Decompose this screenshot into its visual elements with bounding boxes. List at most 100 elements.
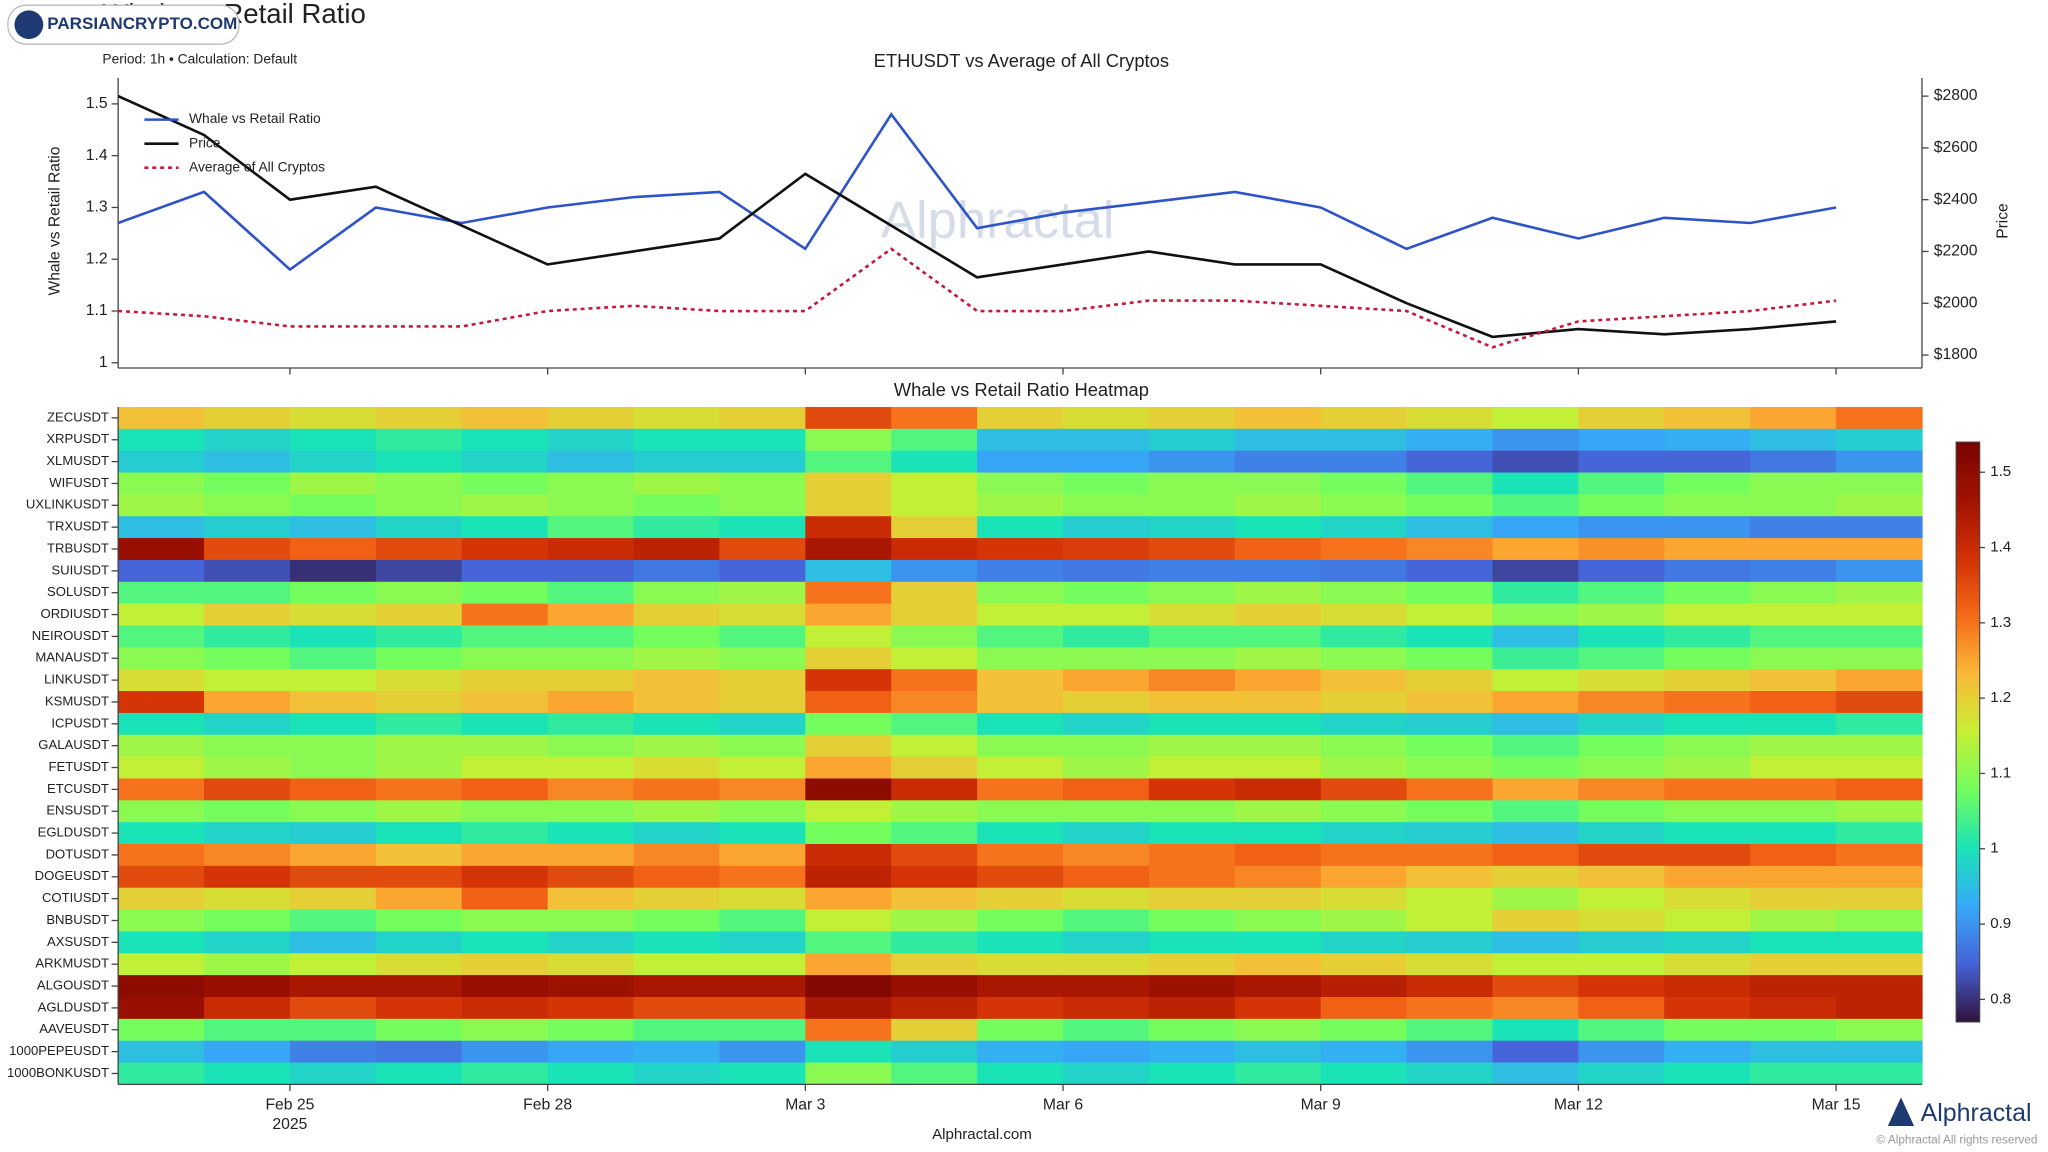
heatmap-cell xyxy=(1836,603,1923,627)
heatmap-cell xyxy=(547,778,635,801)
heatmap-cell xyxy=(1750,450,1837,474)
heatmap-cell xyxy=(1320,691,1408,714)
heatmap-cell xyxy=(1320,931,1408,954)
heatmap-cell xyxy=(633,516,721,539)
heatmap-cell xyxy=(1063,647,1150,670)
heatmap-cell xyxy=(375,734,463,758)
heatmap-cell xyxy=(118,931,205,954)
heatmap-cell xyxy=(1750,581,1837,605)
heatmap-cell xyxy=(805,669,892,692)
heatmap-cell xyxy=(118,734,205,758)
heatmap-cell xyxy=(204,931,291,954)
y-tick-label: 1 xyxy=(99,354,108,371)
heatmap-cell xyxy=(633,712,721,736)
heatmap-cell xyxy=(1234,625,1322,648)
heatmap-cell xyxy=(719,778,806,801)
heatmap-cell xyxy=(375,406,463,430)
heatmap-cell xyxy=(547,472,635,496)
heatmap-cell xyxy=(289,559,377,583)
heatmap-cell xyxy=(719,844,806,867)
heatmap-cell xyxy=(461,538,549,561)
heatmap-cell xyxy=(977,428,1064,452)
heatmap-cell xyxy=(375,996,463,1020)
heatmap-cell xyxy=(1578,844,1665,867)
heatmap-cell xyxy=(461,712,549,736)
heatmap-cell xyxy=(547,1040,635,1064)
heatmap-cell xyxy=(1750,428,1837,452)
heatmap-cell xyxy=(1063,844,1150,867)
heatmap-cell xyxy=(1234,975,1322,998)
heatmap-cell xyxy=(805,953,892,976)
heatmap-cell xyxy=(289,1040,377,1064)
row-label: KSMUSDT xyxy=(45,693,109,708)
heatmap-cell xyxy=(891,1018,978,1042)
heatmap-cell xyxy=(118,559,205,583)
y2-tick-label: $2800 xyxy=(1934,87,1978,104)
heatmap-cell xyxy=(977,712,1064,736)
heatmap-cell xyxy=(805,1018,892,1042)
heatmap-cell xyxy=(1063,450,1150,474)
heatmap-cell xyxy=(1234,712,1322,736)
heatmap-cell xyxy=(977,887,1064,911)
heatmap-cell xyxy=(204,691,291,714)
heatmap-cell xyxy=(1664,559,1751,583)
heatmap-cell xyxy=(375,975,463,998)
colorbar-tick-label: 0.9 xyxy=(1990,915,2011,932)
heatmap-cell xyxy=(1578,625,1665,648)
heatmap-cell xyxy=(1664,647,1751,670)
colorbar-tick-label: 1.2 xyxy=(1990,689,2011,706)
heatmap-cell xyxy=(289,1062,377,1086)
heatmap-cell xyxy=(719,516,806,539)
heatmap-cell xyxy=(633,538,721,561)
badge-icon xyxy=(14,10,44,40)
heatmap-cell xyxy=(1492,909,1580,933)
heatmap-cell xyxy=(204,865,291,889)
heatmap-cell xyxy=(1063,1040,1150,1064)
heatmap-cell xyxy=(1148,756,1236,780)
heatmap-cell xyxy=(633,559,721,583)
heatmap-cell xyxy=(1234,756,1322,780)
heatmap-cell xyxy=(719,428,806,452)
heatmap-cell xyxy=(1492,428,1580,452)
heatmap-cell xyxy=(204,953,291,976)
heatmap-cell xyxy=(1836,887,1923,911)
heatmap-cell xyxy=(1406,909,1494,933)
heatmap-cell xyxy=(1406,931,1494,954)
heatmap-cell xyxy=(1234,800,1322,823)
heatmap-cell xyxy=(289,450,377,474)
heatmap-cell xyxy=(1836,581,1923,605)
heatmap-cell xyxy=(547,887,635,911)
heatmap-cell xyxy=(977,669,1064,692)
heatmap-cell xyxy=(547,647,635,670)
heatmap-cell xyxy=(204,581,291,605)
heatmap-cell xyxy=(289,428,377,452)
row-label: TRXUSDT xyxy=(47,519,109,534)
heatmap-cell xyxy=(1836,778,1923,801)
heatmap-cell xyxy=(204,822,291,845)
row-label: NEIROUSDT xyxy=(32,628,109,643)
heatmap-cell xyxy=(1664,1040,1751,1064)
heatmap-cell xyxy=(1750,406,1837,430)
heatmap-cell xyxy=(1836,625,1923,648)
row-label: ORDIUSDT xyxy=(40,606,108,621)
heatmap-cell xyxy=(891,428,978,452)
heatmap-cell xyxy=(547,975,635,998)
heatmap-cell xyxy=(118,406,205,430)
heatmap-cell xyxy=(375,559,463,583)
heatmap-cell xyxy=(891,494,978,517)
heatmap-cell xyxy=(1664,887,1751,911)
heatmap-cell xyxy=(977,559,1064,583)
heatmap-cell xyxy=(1148,669,1236,692)
heatmap-cell xyxy=(1664,494,1751,517)
heatmap-cell xyxy=(891,953,978,976)
heatmap-cell xyxy=(719,887,806,911)
heatmap-cell xyxy=(1406,647,1494,670)
heatmap-cell xyxy=(289,472,377,496)
heatmap-cell xyxy=(633,887,721,911)
heatmap-cell xyxy=(118,691,205,714)
heatmap-cell xyxy=(1664,1062,1751,1086)
heatmap-cell xyxy=(1148,975,1236,998)
x-tick-label: Mar 12 xyxy=(1554,1096,1603,1113)
heatmap-cell xyxy=(719,450,806,474)
heatmap-cell xyxy=(375,538,463,561)
